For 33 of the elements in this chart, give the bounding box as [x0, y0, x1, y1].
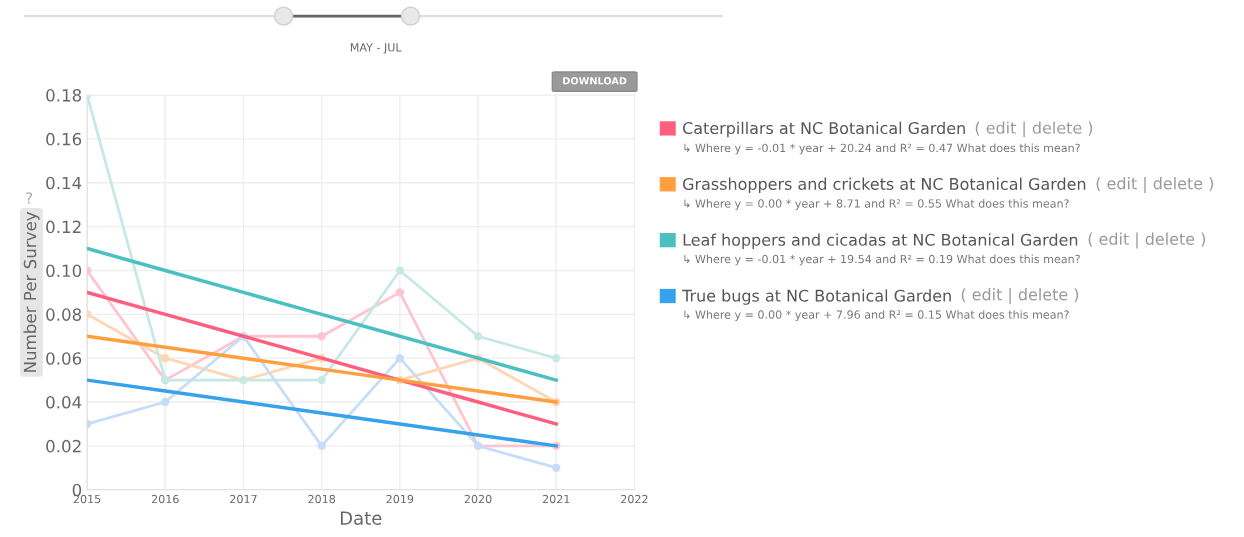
legend-label: Leaf hoppers and cicadas at NC Botanical Garden — [683, 233, 1078, 249]
y-tick-label: 0.02 — [46, 439, 81, 453]
text: ↳ Where y = 0.00 * year + 7.96 and R² = 0.15 What does this mean? — [684, 310, 1069, 321]
y-tick-label: 0.04 — [46, 396, 82, 409]
x-tick-label: 2019 — [386, 494, 414, 504]
text: MAY - JUL — [350, 43, 402, 54]
x-tick-label: 2020 — [464, 494, 492, 504]
text: ( edit | delete ) — [961, 288, 1079, 305]
x-tick-label: 2022 — [621, 494, 648, 504]
x-tick-label: 2017 — [230, 494, 257, 504]
y-tick-label: 0.16 — [46, 132, 82, 146]
y-tick-label: 0.14 — [46, 176, 82, 190]
legend-label: Grasshoppers and crickets at NC Botanical Garden — [683, 177, 1086, 194]
y-axis-title: Number Per Survey — [23, 211, 40, 372]
y-tick-label: 0.10 — [46, 264, 82, 278]
x-tick-label: 2016 — [151, 494, 179, 504]
x-tick-label: 2021 — [542, 494, 570, 504]
legend-label: Caterpillars at NC Botanical Garden — [683, 121, 965, 138]
x-tick-label: 2018 — [308, 494, 336, 504]
y-tick-label: 0.18 — [46, 89, 82, 102]
text: ( edit | delete ) — [1096, 176, 1214, 193]
text: ( edit | delete ) — [975, 121, 1093, 138]
text: ↳ Where y = 0.00 * year + 8.71 and R² = 0.55 What does this mean? — [684, 199, 1069, 210]
y-tick-label: 0.08 — [46, 308, 82, 321]
text: ( edit | delete ) — [1088, 232, 1206, 249]
y-tick-label: 0.12 — [46, 220, 81, 234]
text: ↳ Where y = -0.01 * year + 19.54 and R² = 0.19 What does this mean? — [684, 254, 1080, 266]
x-axis-title: Date — [340, 511, 382, 525]
y-tick-label: 0.06 — [46, 352, 82, 365]
text: ↳ Where y = -0.01 * year + 20.24 and R² = 0.47 What does this mean? — [684, 143, 1080, 155]
legend-label: True bugs at NC Botanical Garden — [682, 289, 951, 305]
text: ? — [26, 192, 33, 204]
text: DOWNLOAD — [563, 77, 627, 85]
